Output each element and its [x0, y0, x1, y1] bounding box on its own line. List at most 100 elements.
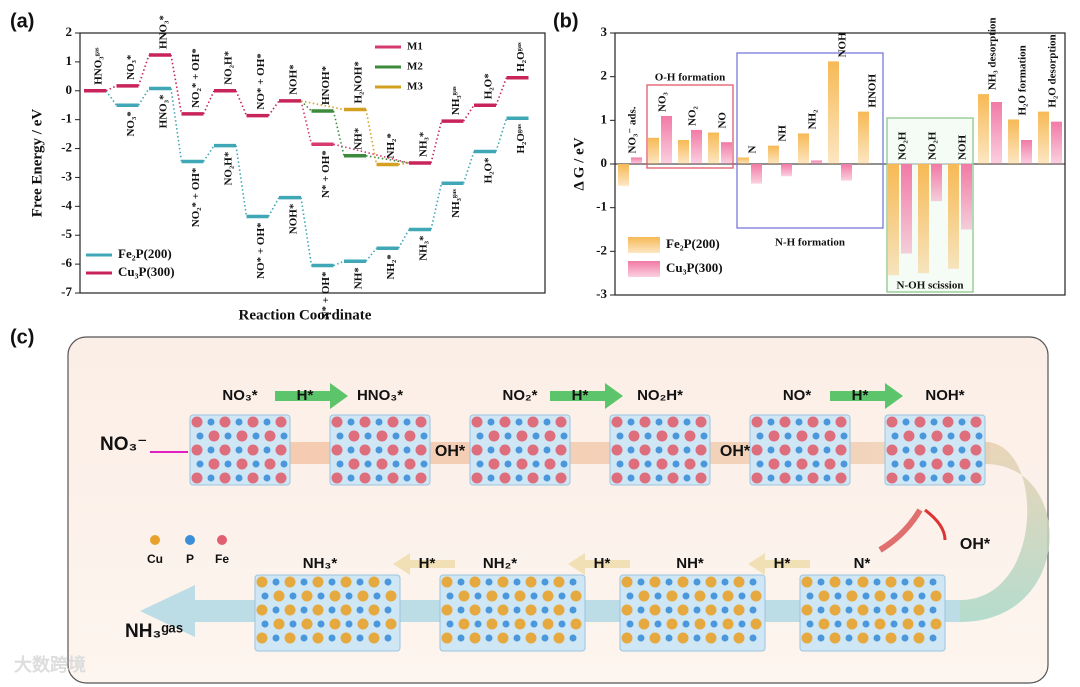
atom	[236, 430, 248, 442]
atom	[683, 418, 691, 426]
atom	[627, 418, 635, 426]
atom	[682, 592, 690, 600]
species-label: NH₃*	[303, 555, 338, 572]
atom	[514, 590, 526, 602]
atom	[569, 606, 577, 614]
atom	[385, 590, 397, 602]
atom	[693, 634, 701, 642]
atom	[626, 592, 634, 600]
atom	[779, 416, 791, 428]
atom	[236, 458, 248, 470]
atom	[541, 578, 549, 586]
atom	[474, 620, 482, 628]
atom	[560, 432, 568, 440]
atom	[504, 432, 512, 440]
atom	[553, 604, 565, 616]
atom	[975, 460, 983, 468]
atom	[677, 604, 689, 616]
group-label: N-OH scission	[897, 280, 964, 292]
atom	[403, 418, 411, 426]
atom	[903, 458, 915, 470]
atom	[823, 418, 831, 426]
atom	[929, 634, 937, 642]
atom	[694, 618, 706, 630]
atom	[901, 606, 909, 614]
atom	[261, 592, 269, 600]
atom	[639, 472, 651, 484]
atom	[348, 458, 360, 470]
atom	[224, 460, 232, 468]
connector	[397, 229, 410, 249]
step-label: H*	[594, 555, 611, 572]
atom	[700, 432, 708, 440]
atom	[947, 432, 955, 440]
atom	[387, 472, 399, 484]
atom	[818, 590, 830, 602]
atom	[457, 634, 465, 642]
connector	[332, 110, 345, 156]
atom	[403, 446, 411, 454]
bar	[721, 142, 732, 164]
atom	[656, 430, 668, 442]
step-arrow	[393, 553, 455, 575]
atom	[404, 458, 416, 470]
atom	[970, 444, 982, 456]
atom	[639, 444, 651, 456]
atom	[930, 590, 942, 602]
atom	[903, 430, 915, 442]
atom	[312, 604, 324, 616]
y-tick-label: 0	[66, 82, 73, 97]
step-label: H*	[852, 387, 869, 404]
atom	[191, 416, 203, 428]
atom	[441, 576, 453, 588]
atom	[722, 590, 734, 602]
atom	[359, 472, 371, 484]
atom	[555, 416, 567, 428]
category-label: H₂O desorption	[1047, 34, 1059, 107]
atom	[733, 604, 745, 616]
atom	[929, 606, 937, 614]
y-tick-label: 1	[66, 53, 73, 68]
level-label: NO₃*	[125, 54, 137, 80]
atom	[705, 604, 717, 616]
atom	[328, 578, 336, 586]
atom	[913, 576, 925, 588]
level-label: HNO₃*	[158, 15, 170, 49]
atom	[970, 416, 982, 428]
atom	[272, 634, 280, 642]
atom	[471, 444, 483, 456]
connector	[300, 100, 345, 111]
atom	[488, 458, 500, 470]
species-label: NO₂*	[502, 387, 537, 404]
flow-arrowhead	[140, 585, 195, 637]
atom	[504, 460, 512, 468]
atom	[784, 432, 792, 440]
atom	[544, 458, 556, 470]
atom	[626, 620, 634, 628]
atom	[275, 416, 287, 428]
atom	[542, 590, 554, 602]
atom	[683, 446, 691, 454]
watermark: 大数跨境	[14, 654, 86, 675]
atom	[829, 632, 841, 644]
y-tick-label: -6	[61, 255, 72, 270]
step-label: H*	[774, 555, 791, 572]
atom	[348, 430, 360, 442]
atom	[525, 632, 537, 644]
atom	[513, 606, 521, 614]
atom	[931, 430, 943, 442]
atom	[902, 590, 914, 602]
atom	[829, 604, 841, 616]
connector	[137, 88, 150, 106]
atom	[317, 620, 325, 628]
connector	[267, 100, 280, 117]
atom	[942, 472, 954, 484]
legend-label: M2	[407, 61, 423, 73]
level-label: H₂Oᵍᵃˢ	[515, 124, 527, 154]
atom	[487, 474, 495, 482]
level-label: NO₂H*	[223, 50, 235, 84]
bar	[751, 164, 762, 184]
atom	[420, 460, 428, 468]
atom	[616, 432, 624, 440]
bar	[961, 164, 972, 230]
